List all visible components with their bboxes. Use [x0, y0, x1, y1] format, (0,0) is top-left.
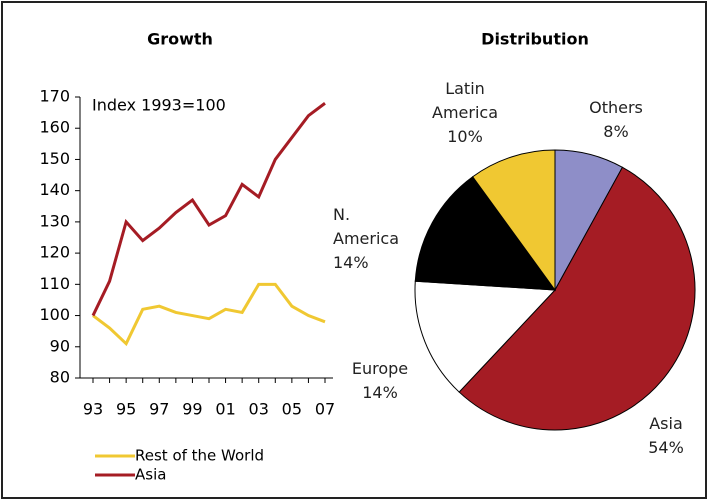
label-name: Asia — [649, 414, 683, 433]
x-tick-label: 07 — [315, 400, 335, 419]
pie-slice — [458, 166, 696, 431]
label-value: 14% — [333, 253, 369, 272]
pie-title: Distribution — [481, 30, 589, 49]
line-title: Growth — [147, 30, 213, 49]
y-tick-label: 130 — [39, 211, 70, 230]
y-tick-label: 170 — [39, 87, 70, 106]
pie-slice — [472, 149, 556, 292]
label-name: Europe — [351, 359, 409, 378]
x-tick-label: 05 — [282, 400, 302, 419]
y-tick-label: 100 — [39, 305, 70, 324]
line — [92, 282, 326, 347]
pie-label: Latin America 10% — [425, 77, 505, 149]
y-tick-label: 160 — [39, 118, 70, 137]
label-value: 10% — [447, 127, 483, 146]
pie-slice — [414, 176, 557, 291]
legend-label: Asia — [135, 466, 166, 484]
y-tick-label: 140 — [39, 180, 70, 199]
pie-label: Others 8% — [580, 96, 652, 144]
pie-label: Asia 54% — [630, 412, 702, 460]
label-name: Latin America — [432, 79, 498, 122]
y-tick-label: 80 — [50, 368, 70, 387]
y-tick-label: 110 — [39, 274, 70, 293]
y-tick-label: 120 — [39, 243, 70, 262]
x-tick-label: 03 — [249, 400, 269, 419]
annotation: Index 1993=100 — [92, 96, 226, 115]
y-tick-label: 90 — [50, 336, 70, 355]
y-tick-label: 150 — [39, 149, 70, 168]
label-value: 8% — [603, 122, 629, 141]
x-tick-label: 95 — [116, 400, 136, 419]
x-tick-label: 97 — [149, 400, 169, 419]
x-tick-label: 99 — [182, 400, 202, 419]
x-tick-label: 93 — [83, 400, 103, 419]
x-tick-label: 01 — [215, 400, 235, 419]
pie-slice — [414, 280, 557, 393]
pie-label: Europe 14% — [340, 357, 420, 405]
label-name: N. America — [333, 205, 399, 248]
pie-label: N. America 14% — [333, 203, 403, 275]
label-value: 54% — [648, 438, 684, 457]
label-value: 14% — [362, 383, 398, 402]
label-name: Others — [589, 98, 643, 117]
legend-label: Rest of the World — [135, 447, 264, 465]
line — [91, 102, 326, 317]
